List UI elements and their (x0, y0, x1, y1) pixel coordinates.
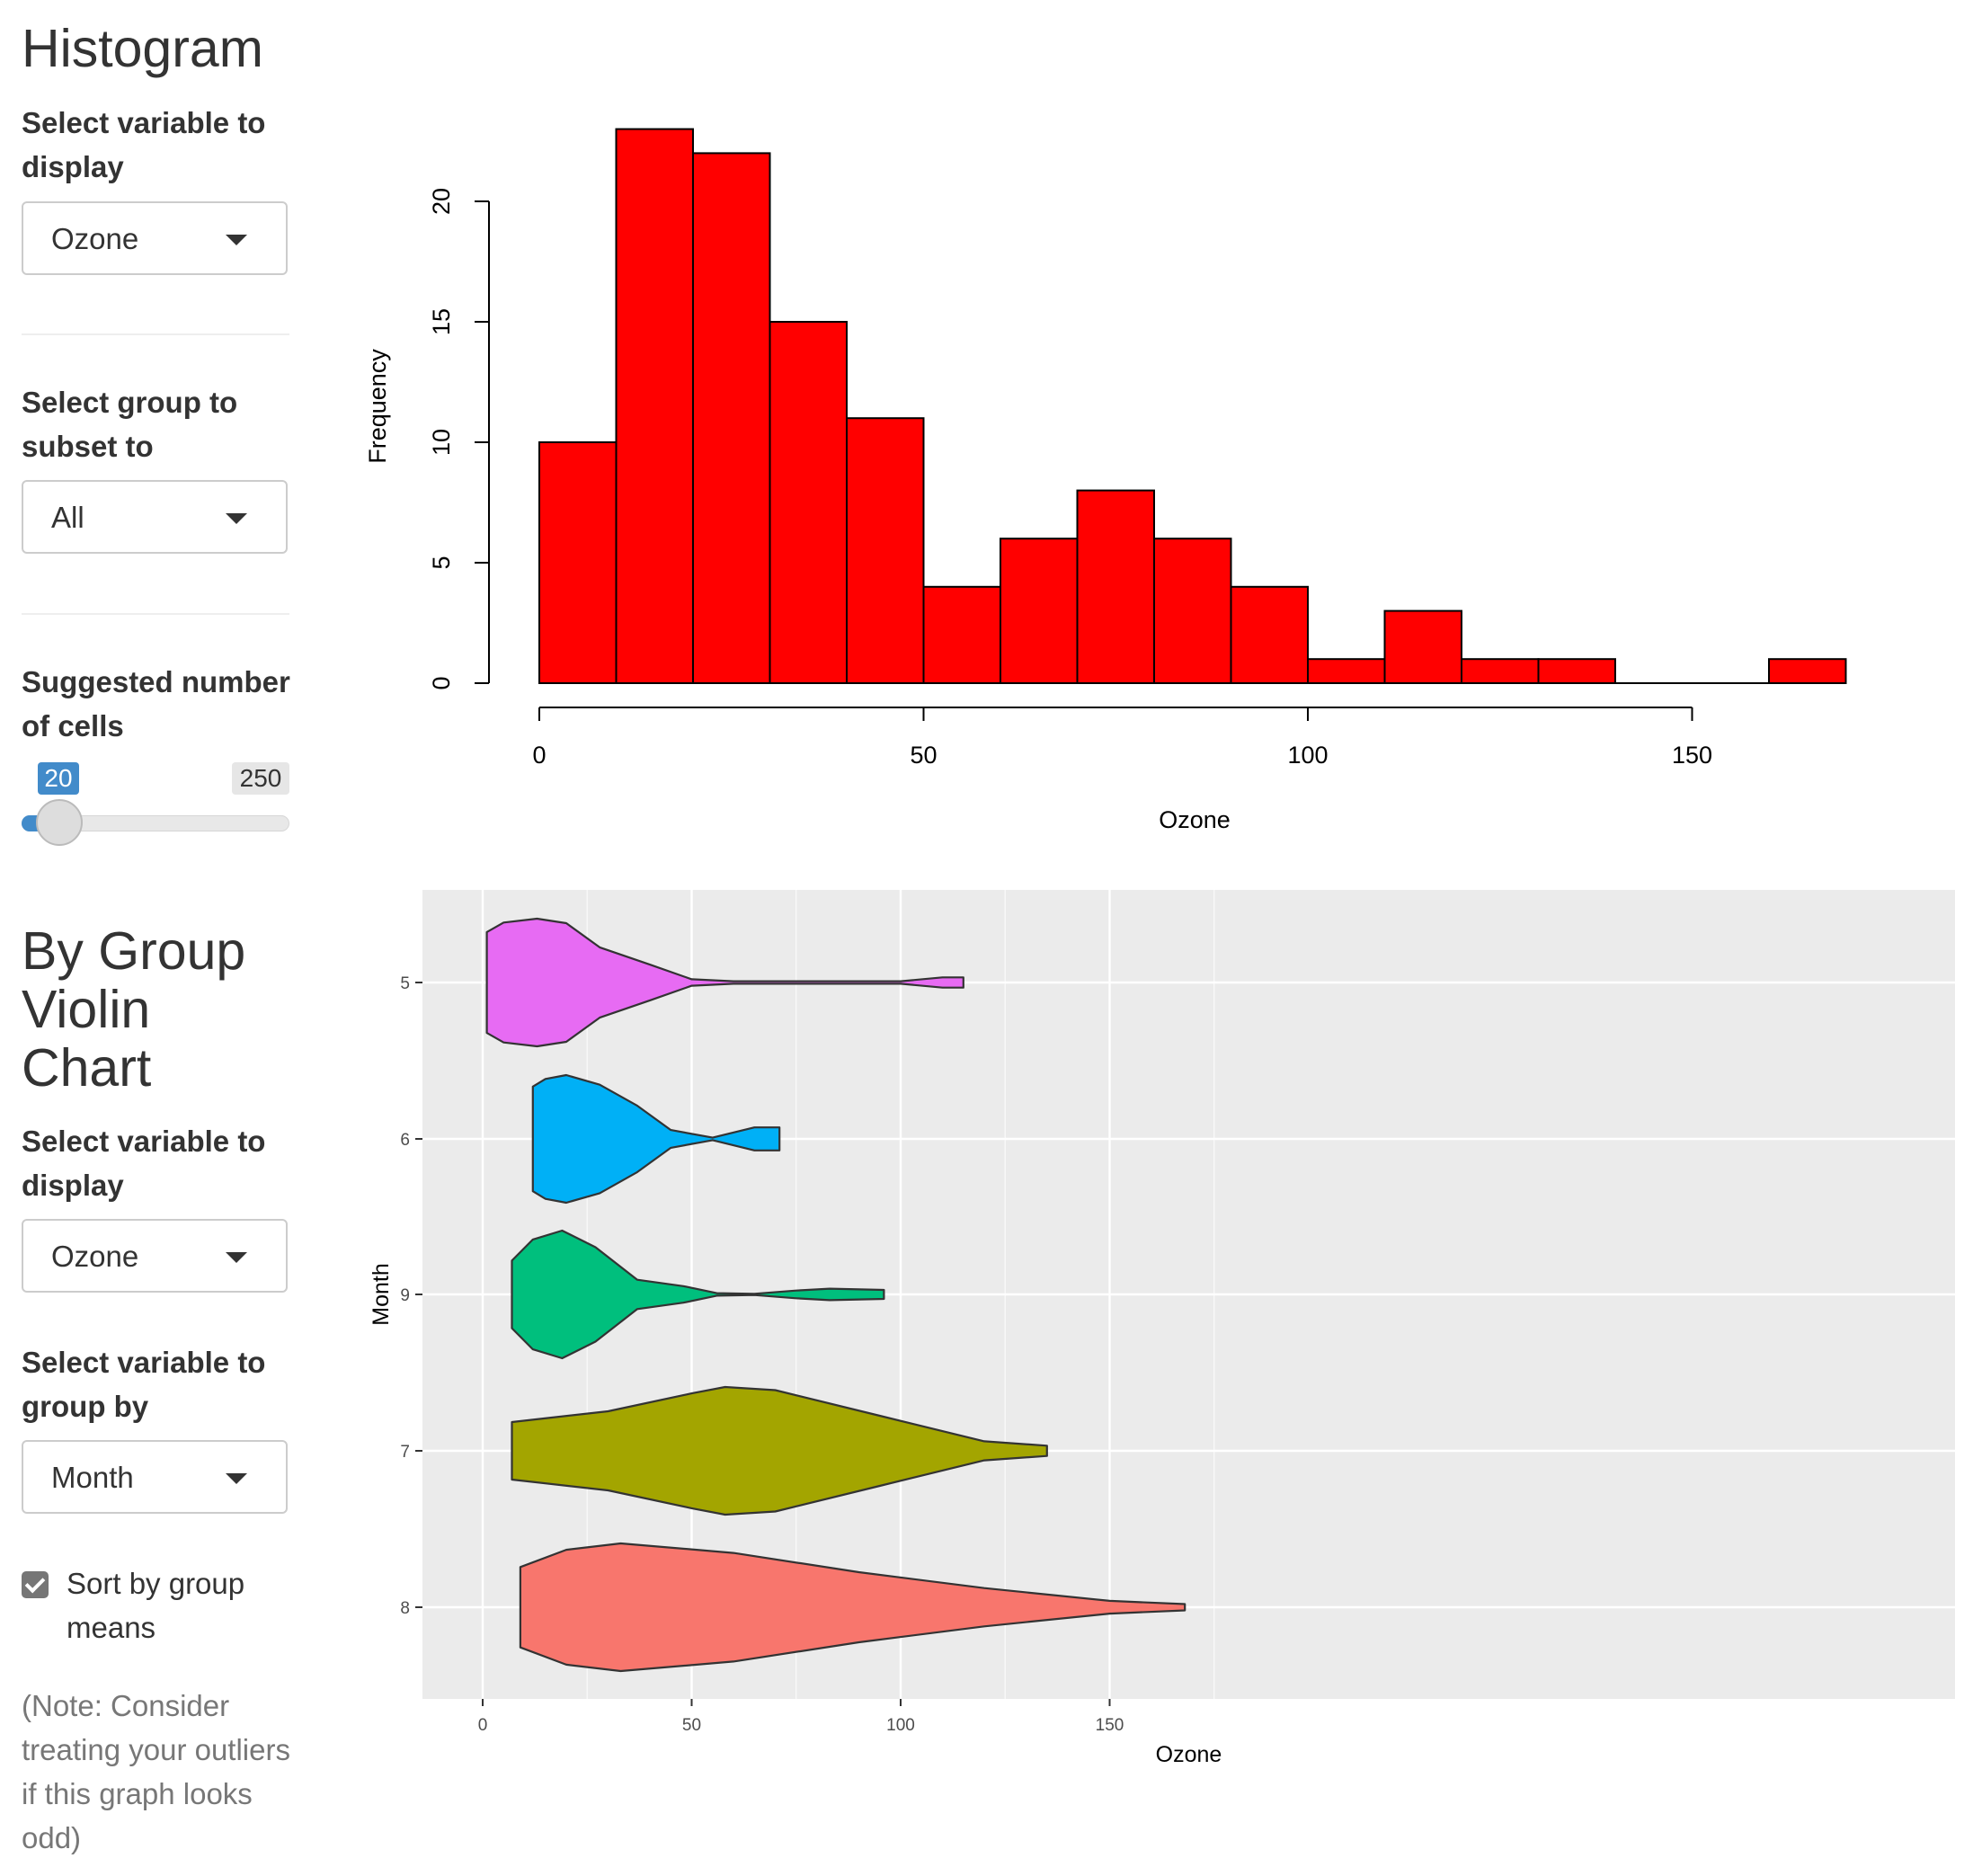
histogram-bar (1383, 609, 1462, 684)
violin-plot: 5 6 9 7 8 0 50 100 150 Ozone Month (369, 890, 1955, 1762)
violin-heading: By Group Violin Chart (22, 922, 245, 1098)
histogram-bars (538, 128, 1847, 685)
chevron-down-icon (226, 513, 247, 524)
x-axis-title: Ozone (1156, 1742, 1222, 1762)
violin-groupby-label: Select variable to group by (22, 1346, 266, 1423)
histogram-bar (769, 321, 848, 684)
histogram-bar (1230, 585, 1309, 684)
histogram-variable-label: Select variable to display (22, 106, 266, 183)
violin-groupby-value: Month (51, 1461, 134, 1494)
violin-heading-line: Violin (22, 980, 151, 1039)
y-tick-label: 15 (428, 308, 455, 335)
slider-value-badge: 20 (38, 762, 79, 795)
violin-variable-value: Ozone (51, 1240, 139, 1273)
x-tick-label: 0 (532, 742, 546, 769)
y-axis-title: Frequency (364, 349, 391, 464)
x-axis-title: Ozone (1159, 806, 1231, 833)
slider-max-badge: 250 (232, 762, 289, 795)
violin-heading-line: By Group (22, 921, 246, 981)
violin-month-6 (531, 1073, 781, 1205)
y-tick-label: 20 (428, 188, 455, 215)
histogram-bar (922, 585, 1001, 684)
y-tick-label: 8 (400, 1599, 410, 1618)
histogram-bar (1537, 658, 1616, 685)
histogram-bar (692, 152, 771, 684)
x-tick-label: 50 (910, 742, 937, 769)
y-tick-label: 6 (400, 1131, 410, 1150)
histogram-heading: Histogram (22, 19, 263, 78)
chevron-down-icon (226, 1473, 247, 1484)
violin-month-9 (511, 1229, 885, 1360)
histogram-bar (1307, 658, 1386, 685)
histogram-variable-value: Ozone (51, 222, 139, 255)
histogram-bar (846, 417, 925, 684)
x-tick-label: 0 (478, 1716, 488, 1735)
x-tick-label: 150 (1672, 742, 1712, 769)
violin-variable-select[interactable]: Ozone (22, 1219, 288, 1293)
y-tick-label: 0 (428, 676, 455, 689)
histogram-bar (538, 441, 618, 684)
violin-month-8 (519, 1542, 1186, 1673)
x-tick-label: 150 (1096, 1716, 1124, 1735)
sort-checkbox[interactable] (22, 1571, 49, 1598)
divider (22, 613, 289, 615)
histogram-group-value: All (51, 501, 84, 534)
slider-handle[interactable] (36, 799, 83, 846)
y-tick-label: 7 (400, 1443, 410, 1462)
outlier-note: (Note: Consider treating your outliers i… (22, 1689, 290, 1854)
y-tick-label: 9 (400, 1286, 410, 1305)
violin-groupby-select[interactable]: Month (22, 1440, 288, 1514)
violin-variable-label: Select variable to display (22, 1125, 266, 1202)
sort-label[interactable]: Sort by group means (67, 1567, 245, 1644)
histogram-axes: 0 50 100 150 Ozone 0 5 10 15 20 Frequency (364, 188, 1712, 833)
histogram-bar (615, 128, 694, 685)
histogram-bar (1153, 538, 1232, 685)
histogram-bar (1076, 489, 1155, 684)
chevron-down-icon (226, 235, 247, 245)
violin-month-5 (485, 917, 964, 1048)
violin-chart: 5 6 9 7 8 0 50 100 150 Ozone Month (369, 890, 1955, 1762)
histogram-variable-select[interactable]: Ozone (22, 201, 288, 275)
violin-heading-line: Chart (22, 1038, 152, 1098)
chevron-down-icon (226, 1252, 247, 1263)
cells-label: Suggested number of cells (22, 665, 290, 742)
y-tick-label: 5 (428, 556, 455, 569)
x-tick-label: 100 (1287, 742, 1328, 769)
histogram-bar (1461, 658, 1540, 685)
histogram-group-label: Select group to subset to (22, 386, 238, 463)
histogram-group-select[interactable]: All (22, 480, 288, 554)
x-tick-label: 50 (682, 1716, 701, 1735)
histogram-chart: 0 50 100 150 Ozone 0 5 10 15 20 Frequency (364, 128, 1847, 833)
histogram-bar (1000, 538, 1079, 685)
x-tick-label: 100 (886, 1716, 915, 1735)
histogram-bar (1768, 658, 1847, 685)
y-tick-label: 5 (400, 974, 410, 993)
y-axis-title: Month (369, 1263, 394, 1325)
y-tick-label: 10 (428, 429, 455, 456)
violin-month-7 (511, 1385, 1048, 1516)
divider (22, 333, 289, 335)
